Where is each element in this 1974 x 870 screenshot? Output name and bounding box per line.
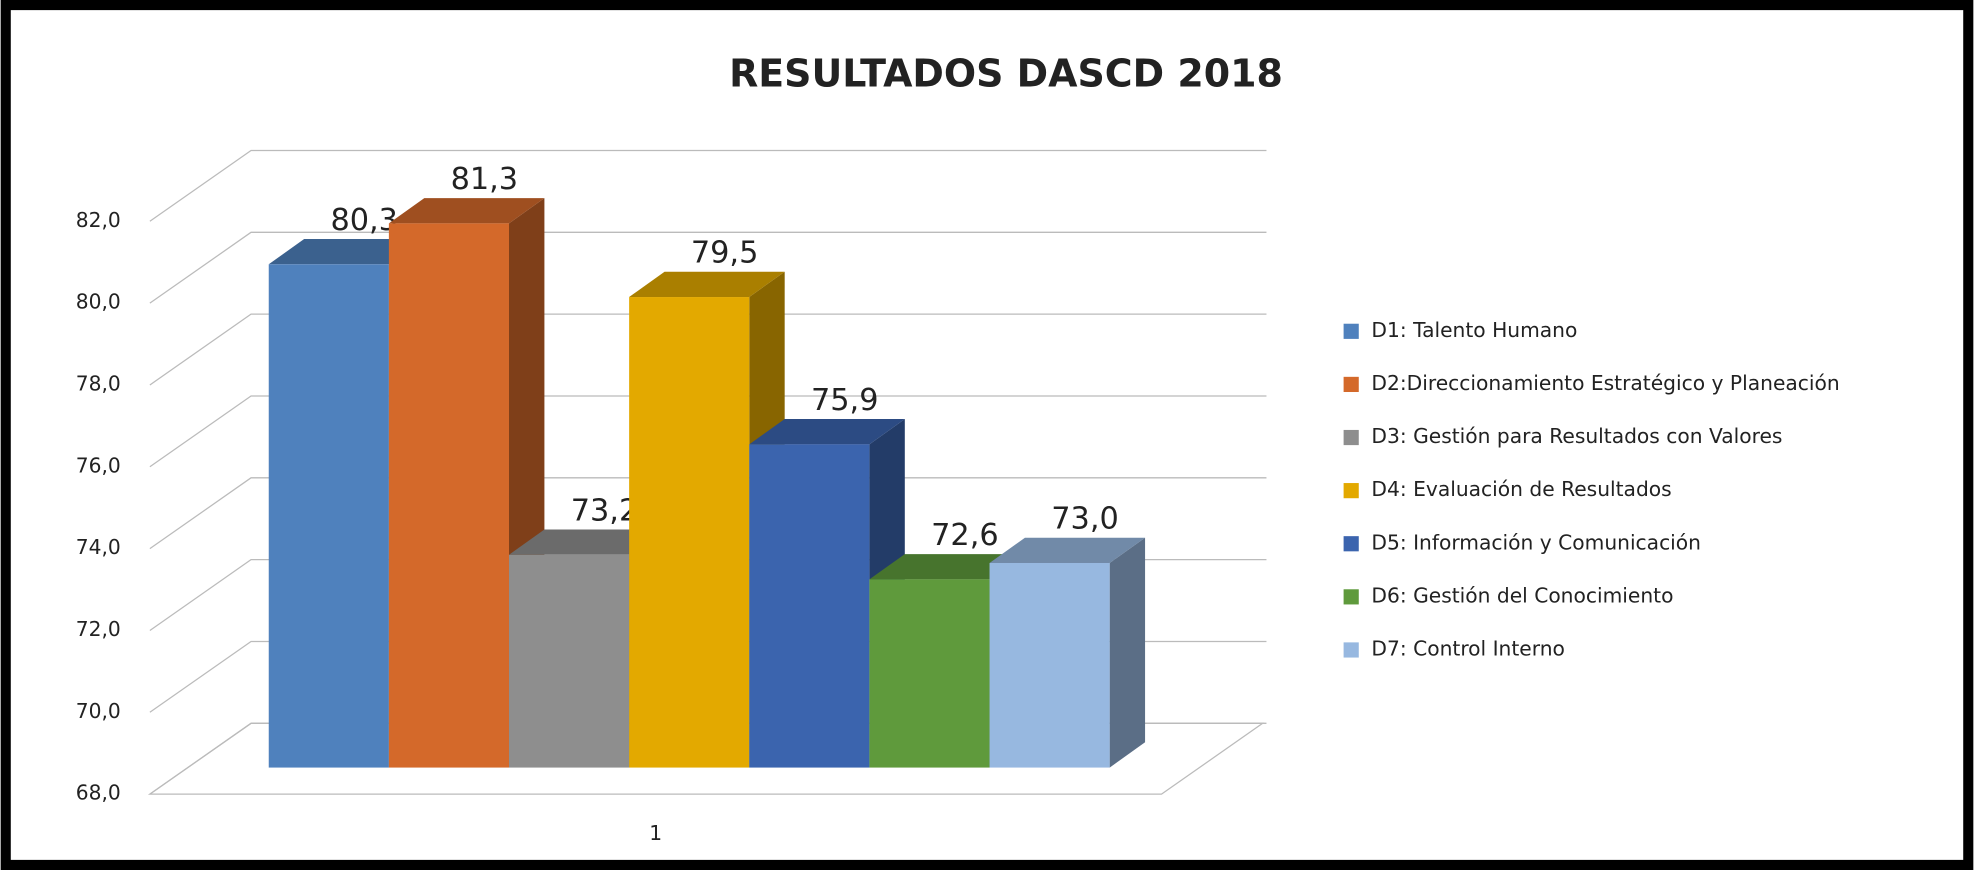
legend-swatch bbox=[1343, 642, 1359, 658]
bar bbox=[629, 297, 750, 768]
legend-label: D3: Gestión para Resultados con Valores bbox=[1371, 424, 1782, 448]
legend-swatch bbox=[1343, 536, 1359, 552]
legend-label: D5: Información y Comunicación bbox=[1371, 530, 1701, 554]
y-tick-label: 72,0 bbox=[76, 617, 121, 641]
value-label: 81,3 bbox=[451, 162, 519, 197]
legend-swatch bbox=[1343, 376, 1359, 393]
y-tick-label: 74,0 bbox=[76, 535, 121, 559]
bar-top bbox=[268, 239, 425, 265]
grid-line bbox=[149, 231, 1267, 304]
value-label: 75,9 bbox=[811, 383, 879, 418]
bar bbox=[388, 223, 510, 768]
y-tick-label: 68,0 bbox=[76, 781, 121, 805]
value-label: 72,6 bbox=[931, 518, 999, 553]
bar-top bbox=[869, 554, 1025, 580]
legend-label: D2:Direccionamiento Estratégico y Planea… bbox=[1371, 371, 1839, 395]
y-tick-label: 70,0 bbox=[76, 699, 121, 723]
y-tick-label: 76,0 bbox=[76, 453, 121, 477]
legend-label: D6: Gestión del Conocimiento bbox=[1371, 583, 1673, 607]
legend-swatch bbox=[1343, 483, 1359, 499]
grid-line bbox=[149, 149, 1267, 222]
bar bbox=[989, 562, 1110, 768]
bar bbox=[869, 579, 990, 768]
y-tick-label: 80,0 bbox=[76, 290, 121, 314]
bar-side bbox=[1109, 537, 1146, 768]
grid-line bbox=[149, 313, 1267, 386]
grid-line bbox=[149, 395, 1267, 468]
bar bbox=[749, 444, 870, 768]
chart-title: RESULTADOS DASCD 2018 bbox=[729, 51, 1283, 95]
legend-swatch bbox=[1343, 589, 1359, 605]
value-label: 73,0 bbox=[1051, 501, 1119, 536]
bar-top bbox=[509, 529, 665, 555]
legend-label: D1: Talento Humano bbox=[1371, 318, 1577, 342]
bar-top bbox=[989, 537, 1146, 563]
bar bbox=[268, 264, 389, 768]
legend-label: D4: Evaluación de Resultados bbox=[1371, 477, 1671, 501]
value-label: 73,2 bbox=[571, 493, 639, 528]
legend-swatch bbox=[1343, 429, 1359, 446]
bar-top bbox=[629, 271, 785, 298]
value-label: 79,5 bbox=[691, 236, 759, 271]
y-tick-label: 82,0 bbox=[76, 208, 121, 232]
legend-swatch bbox=[1343, 323, 1359, 339]
grid-line bbox=[149, 477, 1267, 550]
bar-top bbox=[388, 198, 545, 224]
legend-label: D7: Control Interno bbox=[1371, 636, 1564, 660]
value-label: 80,3 bbox=[330, 203, 398, 238]
y-tick-label: 78,0 bbox=[76, 371, 121, 395]
x-tick-label: 1 bbox=[649, 821, 662, 845]
bar-top bbox=[749, 419, 905, 445]
bar bbox=[509, 554, 630, 768]
